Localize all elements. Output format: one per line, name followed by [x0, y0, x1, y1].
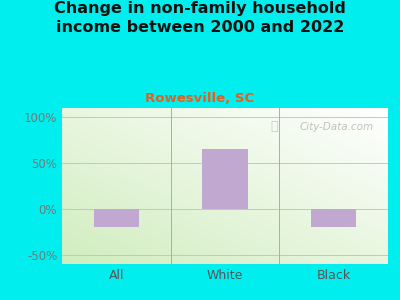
- Bar: [311, 209, 356, 227]
- Bar: [94, 209, 139, 227]
- Bar: [202, 149, 248, 209]
- Text: ⓘ: ⓘ: [270, 120, 278, 133]
- Text: City-Data.com: City-Data.com: [300, 122, 374, 132]
- Text: Change in non-family household
income between 2000 and 2022: Change in non-family household income be…: [54, 2, 346, 35]
- Text: Rowesville, SC: Rowesville, SC: [146, 92, 254, 104]
